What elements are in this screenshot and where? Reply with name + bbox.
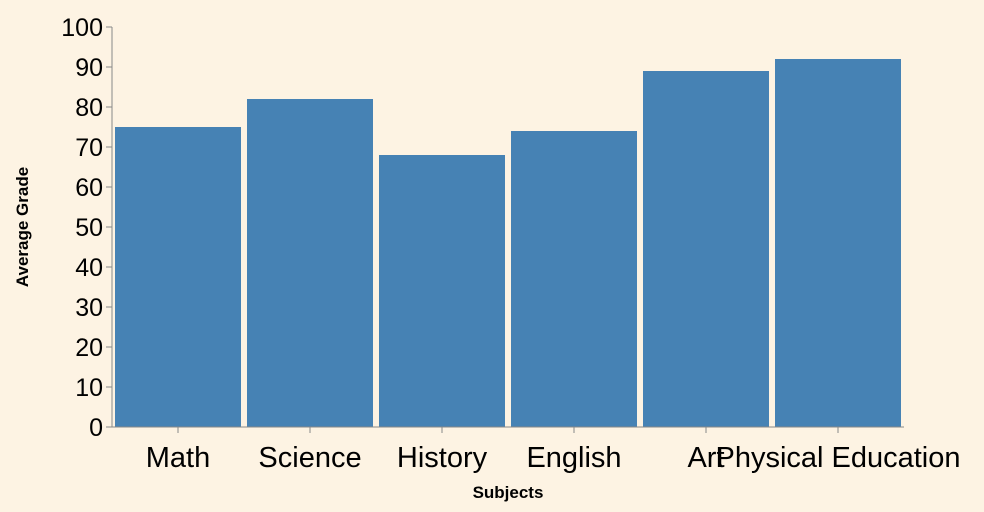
y-axis: 0 10 20 30 40 50 60 70 80 90 100 [61,14,113,442]
y-tick-label: 50 [75,214,103,242]
x-tick-label: English [526,442,621,474]
y-axis-title: Average Grade [13,167,32,287]
y-tick-label: 100 [61,14,103,42]
x-tick-label: Math [146,442,210,474]
bars-layer [115,59,901,427]
x-tick-label: Physical Education [715,442,960,474]
x-tick-label: History [397,442,488,474]
y-tick-label: 70 [75,134,103,162]
bar-art [643,71,769,427]
bar-science [247,99,373,427]
x-tick-label: Science [258,442,361,474]
y-tick-label: 60 [75,174,103,202]
bar-english [511,131,637,427]
x-axis-title: Subjects [473,483,544,502]
y-tick-label: 40 [75,254,103,282]
y-tick-label: 80 [75,94,103,122]
y-tick-label: 20 [75,334,103,362]
y-tick-label: 10 [75,374,103,402]
bar-physical-education [775,59,901,427]
x-tick-label: Art [687,442,724,474]
y-tick-label: 30 [75,294,103,322]
bar-math [115,127,241,427]
y-tick-label: 0 [89,414,103,442]
bar-history [379,155,505,427]
y-tick-label: 90 [75,54,103,82]
